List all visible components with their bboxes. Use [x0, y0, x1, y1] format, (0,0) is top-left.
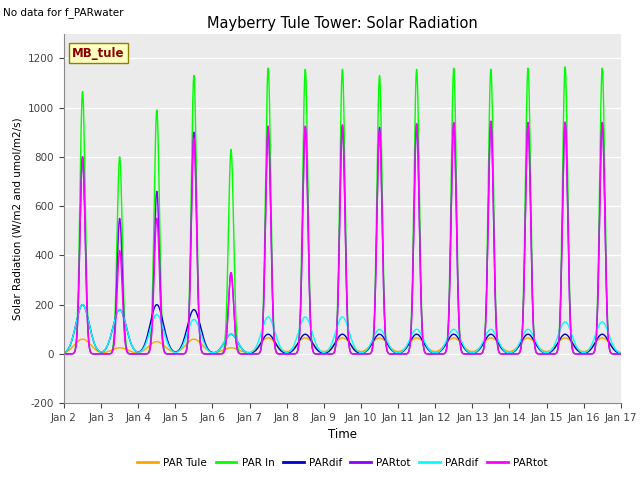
PARdif [322, 349, 330, 355]
PARdif [467, 350, 475, 356]
PARtot [60, 351, 68, 357]
PARdif [617, 350, 625, 356]
PARtot [616, 351, 624, 357]
PARdif [499, 346, 507, 352]
PARdif [617, 350, 625, 356]
PARdif [436, 348, 444, 354]
Line: PARtot: PARtot [64, 121, 621, 354]
PAR In [322, 351, 330, 357]
PARdif [467, 350, 475, 356]
Text: No data for f_PARwater: No data for f_PARwater [3, 7, 124, 18]
PARdif [161, 324, 168, 330]
PARdif [60, 350, 68, 356]
PAR In [499, 351, 506, 357]
PARtot [322, 351, 330, 357]
Line: PARtot: PARtot [64, 122, 621, 354]
PARdif [60, 350, 68, 356]
Y-axis label: Solar Radiation (W/m2 and umol/m2/s): Solar Radiation (W/m2 and umol/m2/s) [12, 117, 22, 320]
PAR In [561, 64, 569, 70]
PARtot [60, 351, 68, 357]
PAR Tule [561, 335, 569, 341]
PARtot [617, 351, 625, 357]
PAR Tule [467, 348, 475, 354]
PARdif [499, 347, 507, 353]
PARdif [79, 302, 86, 308]
PARdif [79, 302, 86, 308]
PAR Tule [617, 350, 625, 356]
PARdif [161, 330, 168, 336]
PARtot [499, 351, 506, 357]
PARtot [322, 351, 330, 357]
PARtot [160, 348, 168, 353]
PARtot [487, 118, 495, 124]
PAR In [467, 351, 475, 357]
Text: MB_tule: MB_tule [72, 47, 125, 60]
Line: PARdif: PARdif [64, 305, 621, 353]
PARtot [499, 351, 507, 357]
PAR Tule [616, 349, 624, 355]
PARtot [436, 351, 444, 357]
PARdif [616, 350, 624, 356]
PAR In [60, 351, 68, 357]
PAR Tule [60, 350, 68, 356]
Line: PARdif: PARdif [64, 305, 621, 353]
Line: PAR Tule: PAR Tule [64, 338, 621, 353]
PARdif [616, 350, 624, 356]
Line: PAR In: PAR In [64, 67, 621, 354]
PAR In [616, 351, 624, 357]
Legend: PAR Tule, PAR In, PARdif, PARtot, PARdif, PARtot: PAR Tule, PAR In, PARdif, PARtot, PARdif… [133, 454, 552, 472]
PAR Tule [436, 347, 444, 352]
PARtot [561, 120, 569, 125]
PARtot [467, 351, 475, 357]
PAR Tule [499, 345, 506, 351]
PARdif [436, 348, 444, 353]
PARtot [616, 351, 624, 357]
PARtot [436, 351, 444, 357]
PAR In [160, 346, 168, 352]
PARtot [467, 351, 475, 357]
PARdif [322, 350, 330, 356]
PARtot [617, 351, 625, 357]
PAR Tule [160, 343, 168, 348]
PAR Tule [322, 348, 330, 354]
PARtot [160, 348, 168, 354]
Title: Mayberry Tule Tower: Solar Radiation: Mayberry Tule Tower: Solar Radiation [207, 16, 478, 31]
PAR In [617, 351, 625, 357]
X-axis label: Time: Time [328, 429, 357, 442]
PAR In [436, 351, 444, 357]
